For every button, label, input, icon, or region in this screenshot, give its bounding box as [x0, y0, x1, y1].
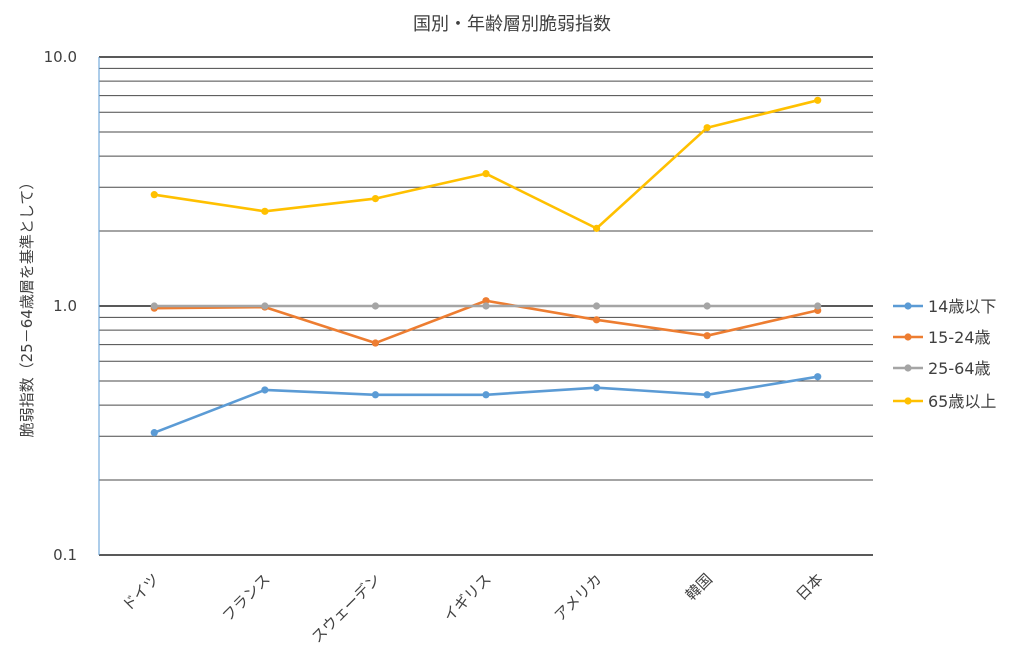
legend-marker	[904, 364, 912, 372]
data-point	[261, 302, 269, 310]
data-point	[371, 194, 380, 203]
data-point	[482, 391, 490, 399]
series-group	[150, 96, 822, 437]
legend-marker	[904, 397, 912, 405]
x-tick-label: ドイツ	[119, 570, 164, 615]
data-point	[703, 391, 711, 399]
x-tick-labels: ドイツ フランス スウェーデン イギリス アメリカ 韓国 日本	[119, 570, 827, 646]
data-point	[150, 429, 158, 437]
grid	[99, 56, 873, 556]
legend-label: 14歳以下	[928, 297, 996, 316]
data-point	[814, 96, 822, 104]
data-point	[371, 302, 380, 310]
x-tick-label: アメリカ	[551, 570, 606, 625]
data-point	[592, 224, 601, 232]
data-point	[592, 316, 601, 324]
legend-marker	[904, 302, 912, 310]
data-point	[150, 302, 158, 310]
data-point	[150, 191, 158, 199]
y-tick-labels: 10.0 1.0 0.1	[44, 48, 77, 564]
data-point	[482, 170, 490, 178]
data-point	[482, 297, 490, 305]
x-tick-label: 日本	[793, 570, 827, 604]
y-tick-label: 0.1	[53, 546, 77, 564]
data-point	[592, 384, 601, 392]
data-point	[261, 386, 269, 394]
data-point	[703, 302, 711, 310]
data-point	[371, 339, 380, 347]
series-line	[154, 99, 819, 230]
x-tick-label: イギリス	[440, 570, 495, 625]
legend-marker	[904, 333, 912, 341]
x-tick-label: フランス	[219, 570, 274, 625]
chart-title: 国別・年齢層別脆弱指数	[413, 14, 611, 35]
legend: 14歳以下 15-24歳 25-64歳 65歳以上	[893, 297, 996, 411]
y-axis-label: 脆弱指数（25－64歳層を基準として）	[18, 175, 36, 438]
y-tick-label: 10.0	[44, 48, 77, 66]
data-point	[482, 302, 490, 310]
data-point	[592, 302, 601, 310]
data-point	[703, 124, 711, 132]
x-tick-label: スウェーデン	[308, 570, 384, 646]
legend-label: 15-24歳	[928, 328, 991, 347]
data-point	[703, 332, 711, 340]
legend-label: 25-64歳	[928, 359, 991, 378]
x-tick-label: 韓国	[682, 570, 716, 604]
data-point	[371, 391, 380, 399]
data-point	[261, 207, 269, 215]
legend-label: 65歳以上	[928, 392, 996, 411]
data-point	[814, 373, 822, 381]
y-tick-label: 1.0	[53, 297, 77, 315]
data-point	[814, 302, 822, 310]
